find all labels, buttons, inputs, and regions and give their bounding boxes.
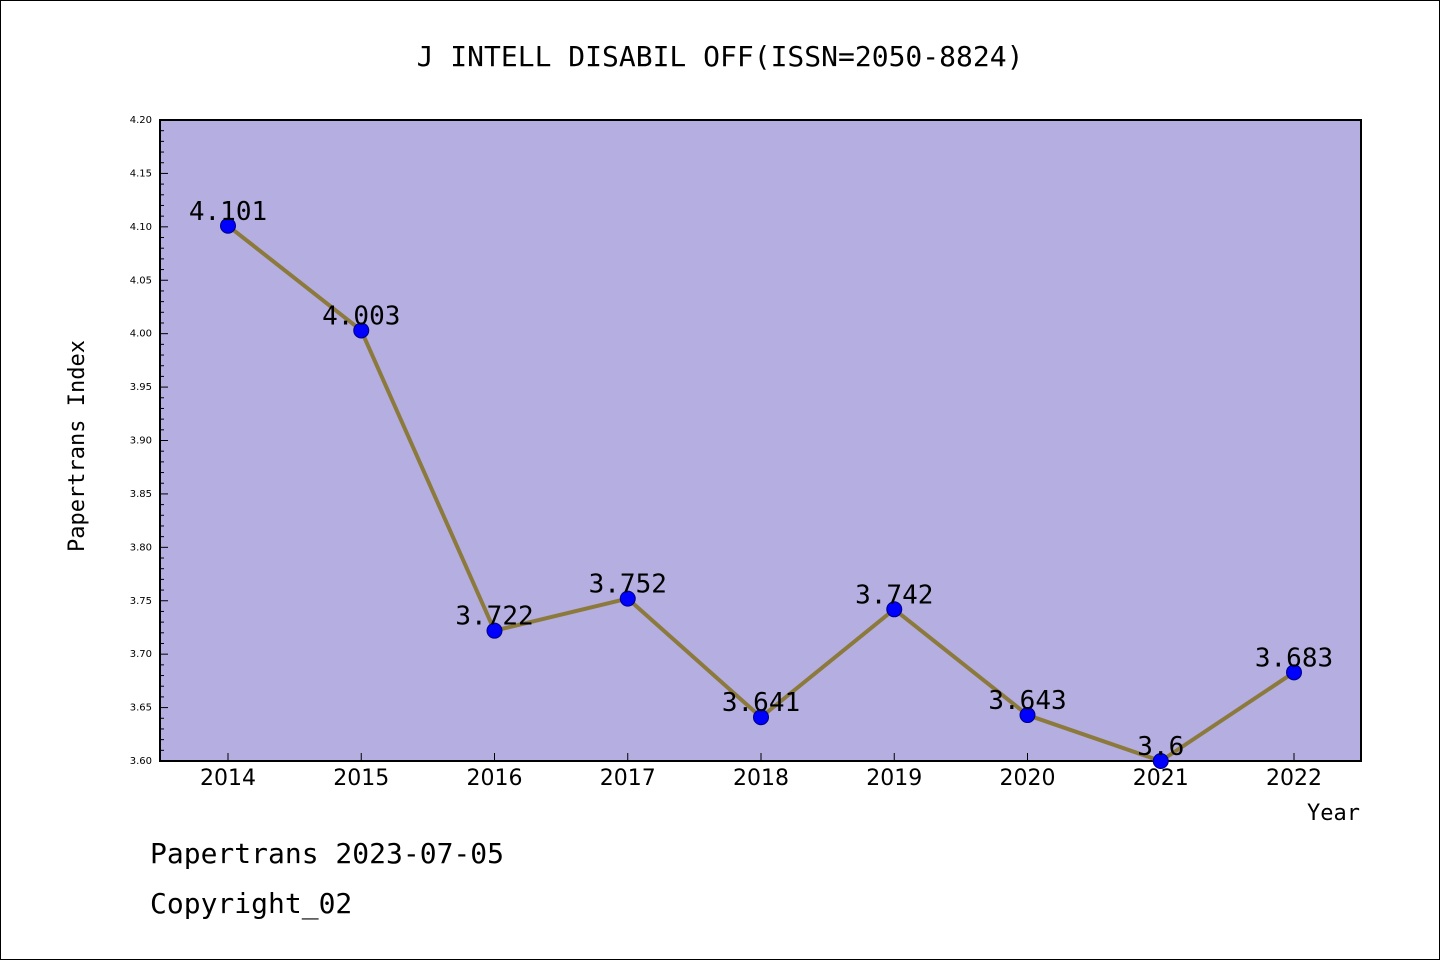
- data-label: 3.683: [1255, 643, 1333, 673]
- data-point: [353, 322, 370, 339]
- y-tick-label: 4.00: [130, 329, 152, 340]
- y-tick-label: 3.95: [130, 382, 152, 393]
- data-point: [1019, 707, 1036, 724]
- data-point: [220, 217, 236, 234]
- y-tick-label: 3.65: [130, 703, 152, 714]
- x-tick-label: 2014: [200, 766, 256, 791]
- data-point: [619, 590, 636, 607]
- data-labels: 4.101 4.003 3.722 3.752 3.641 3.742 3.643 3.6 3.…: [189, 197, 1333, 762]
- y-tick-label: 3.60: [130, 756, 152, 767]
- x-tick-label: 2018: [733, 766, 789, 791]
- data-label: 3.722: [455, 602, 533, 632]
- x-tick-label: 2019: [866, 766, 922, 791]
- y-tick-label: 4.15: [130, 168, 152, 179]
- y-tick-label: 3.75: [130, 596, 152, 607]
- data-point: [886, 601, 903, 618]
- y-tick-label: 3.85: [130, 489, 152, 500]
- x-tick-label: 2016: [467, 766, 523, 791]
- y-axis-label: Papertrans Index: [65, 340, 90, 552]
- y-tick-label: 3.80: [130, 542, 152, 553]
- y-tick-label: 4.05: [130, 275, 152, 286]
- data-point: [753, 709, 769, 726]
- x-axis: 2014 2015 2016 2017 2018 2019 2020 2021 2022: [200, 753, 1322, 791]
- data-label: 4.101: [189, 197, 267, 227]
- y-tick-label: 3.90: [130, 436, 152, 447]
- data-label: 3.641: [722, 688, 800, 718]
- footer-date: Papertrans 2023-07-05: [150, 837, 504, 870]
- data-label: 3.643: [988, 686, 1066, 716]
- y-tick-label: 4.20: [130, 115, 152, 126]
- data-label: 3.752: [589, 570, 667, 600]
- plot-area: [159, 119, 1362, 762]
- x-tick-label: 2020: [1000, 766, 1056, 791]
- footer-copyright: Copyright_02: [150, 887, 352, 921]
- x-tick-label: 2021: [1133, 766, 1189, 791]
- x-tick-label: 2017: [600, 766, 656, 791]
- y-tick-label: 3.70: [130, 649, 152, 660]
- data-label: 3.6: [1137, 732, 1184, 762]
- data-point: [486, 622, 503, 639]
- data-label: 3.742: [855, 580, 933, 610]
- data-point: [1286, 664, 1302, 681]
- data-point: [1152, 753, 1169, 769]
- chart-title: J INTELL DISABIL OFF(ISSN=2050-8824): [417, 40, 1024, 73]
- x-tick-label: 2015: [333, 766, 389, 791]
- x-tick-label: 2022: [1266, 766, 1322, 791]
- y-tick-label: 4.10: [130, 222, 152, 233]
- series-papertrans-index: [220, 217, 1302, 769]
- data-label: 4.003: [322, 301, 400, 331]
- y-axis: 3.60 3.65 3.70 3.75 3.80 3.85 3.90 3.95 4.00 4.05…: [130, 115, 168, 767]
- x-axis-label: Year: [1307, 801, 1360, 826]
